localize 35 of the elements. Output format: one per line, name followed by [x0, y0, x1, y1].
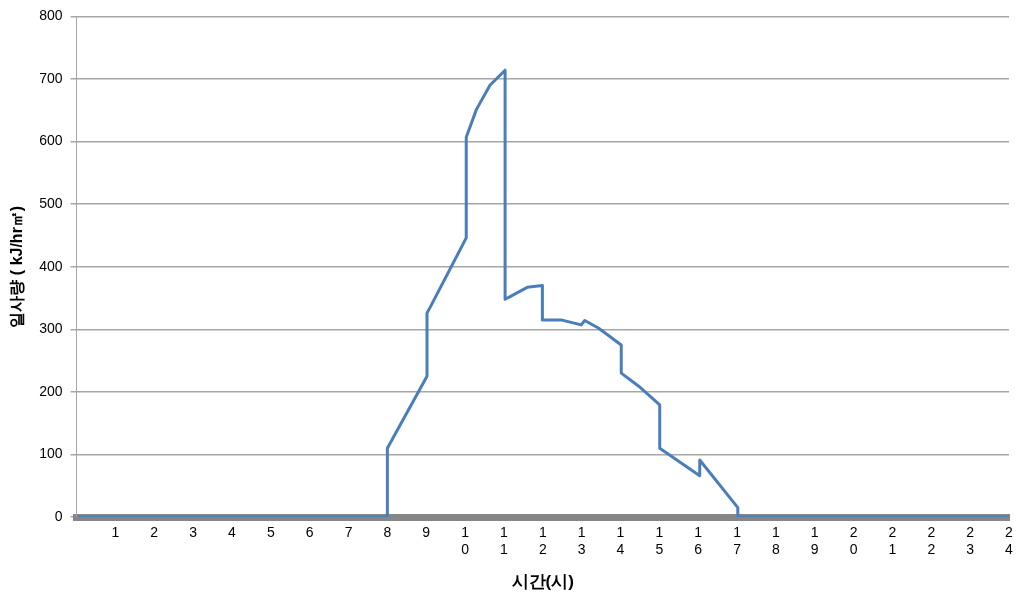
x-tick-label: 3: [189, 524, 198, 541]
x-tick-label: 1 2: [538, 524, 547, 558]
x-tick-label: 2 0: [849, 524, 858, 558]
x-tick-label: 1 8: [771, 524, 780, 558]
y-tick-label: 700: [39, 69, 63, 86]
x-tick-label: 1 3: [577, 524, 586, 558]
x-tick-label: 5: [266, 524, 275, 541]
y-tick-label: 400: [39, 257, 63, 274]
x-tick-label: 9: [422, 524, 431, 541]
y-tick-label: 800: [39, 7, 63, 24]
y-tick-label: 600: [39, 132, 63, 149]
x-tick-label: 1 9: [810, 524, 819, 558]
x-tick-label: 1: [111, 524, 120, 541]
x-tick-label: 2 2: [927, 524, 936, 558]
x-tick-label: 1 5: [655, 524, 664, 558]
x-tick-label: 2: [150, 524, 159, 541]
x-tick-label: 4: [228, 524, 237, 541]
y-tick-label: 500: [39, 194, 63, 211]
x-tick-label: 1 0: [461, 524, 470, 558]
y-tick-label: 0: [54, 507, 63, 524]
x-tick-label: 1 1: [500, 524, 509, 558]
y-tick-label: 200: [39, 382, 63, 399]
x-tick-label: 1 4: [616, 524, 625, 558]
x-tick-label: 2 1: [888, 524, 897, 558]
x-tick-label: 6: [305, 524, 314, 541]
y-axis-title: 일사량 ( kJ/hr㎡): [8, 205, 26, 328]
y-tick-label: 100: [39, 445, 63, 462]
y-tick-label: 300: [39, 320, 63, 337]
x-tick-label: 8: [383, 524, 392, 541]
x-tick-label: 1 6: [694, 524, 703, 558]
x-tick-label: 1 7: [733, 524, 742, 558]
x-tick-label: 2 3: [966, 524, 975, 558]
x-tick-label: 2 4: [1005, 524, 1014, 558]
x-tick-label: 7: [344, 524, 353, 541]
x-axis-title: 시간(시): [511, 572, 574, 592]
